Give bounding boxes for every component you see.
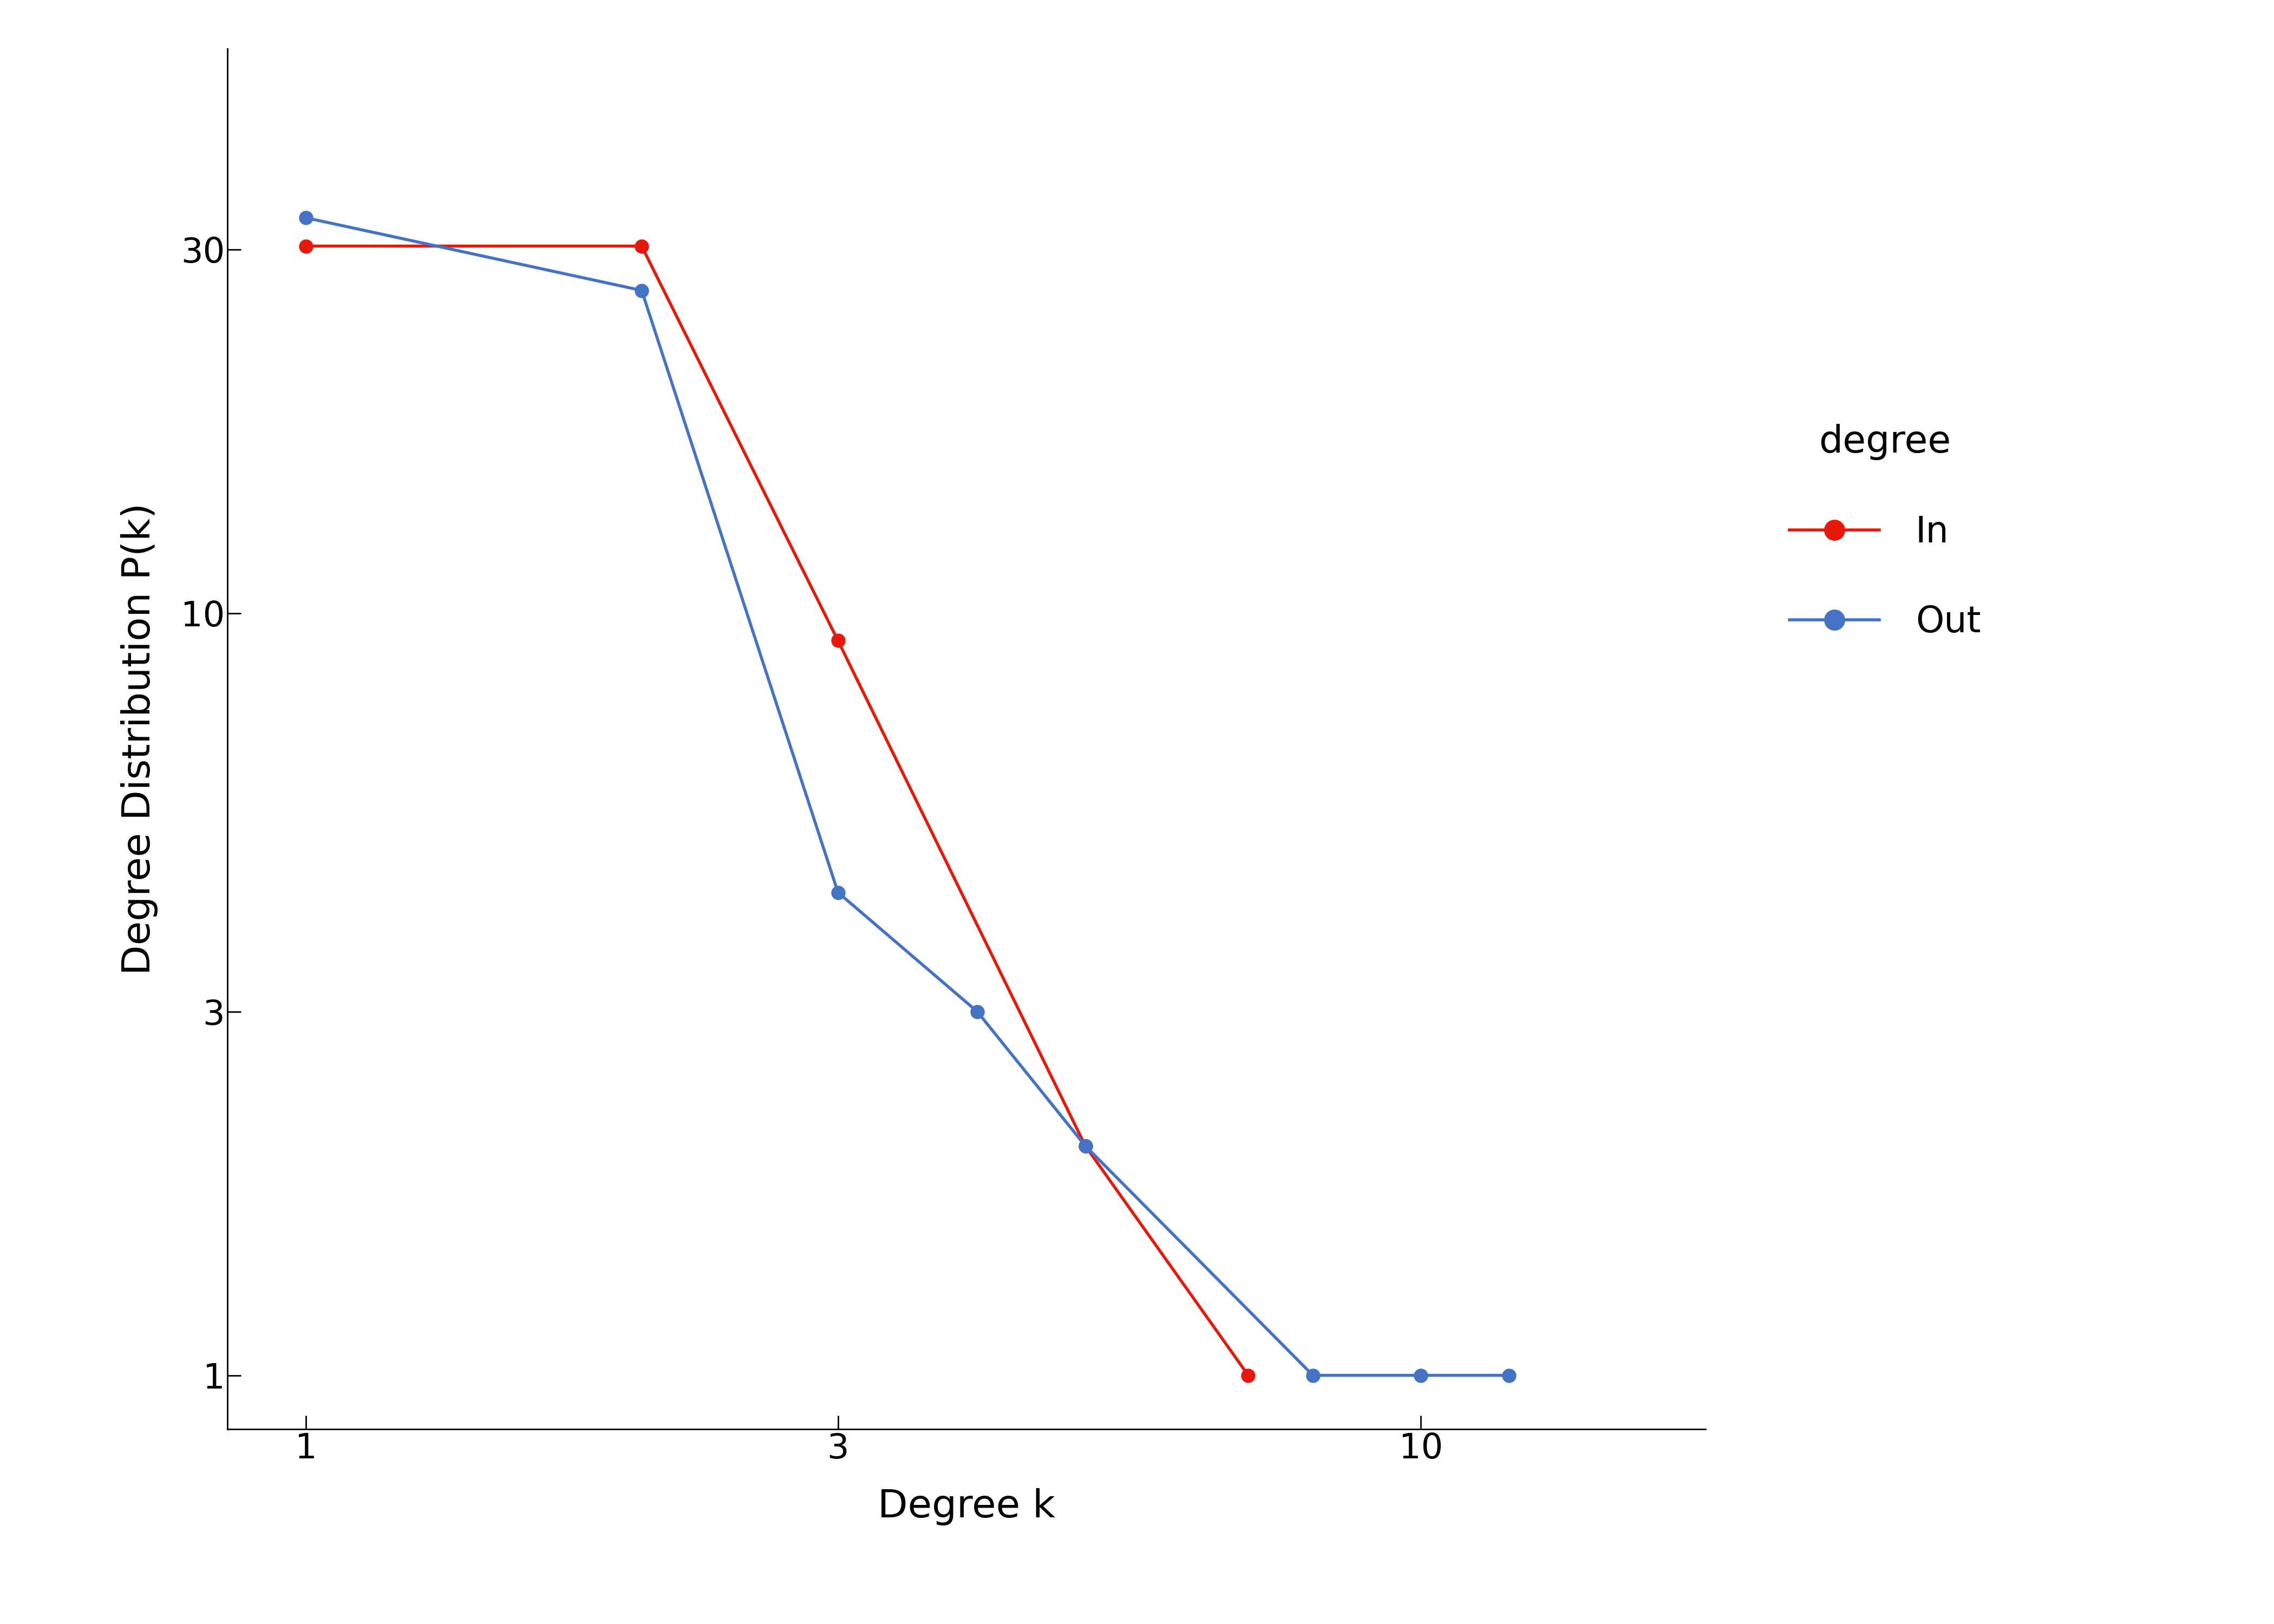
X-axis label: Degree k: Degree k <box>878 1488 1055 1525</box>
In <box>1235 1366 1262 1385</box>
Legend: In, Out: In, Out <box>1753 388 2017 676</box>
Out <box>1496 1366 1524 1385</box>
Out <box>1298 1366 1326 1385</box>
Out <box>628 281 655 300</box>
Out <box>1071 1137 1098 1156</box>
In <box>1071 1137 1098 1156</box>
Out <box>964 1002 991 1021</box>
In <box>825 630 853 650</box>
Out <box>825 883 853 903</box>
Line: Out: Out <box>300 211 1517 1382</box>
In <box>628 237 655 257</box>
Line: In: In <box>300 239 1255 1382</box>
In <box>293 237 321 257</box>
Y-axis label: Degree Distribution P(k): Degree Distribution P(k) <box>121 503 159 974</box>
Out <box>293 208 321 227</box>
Out <box>1408 1366 1435 1385</box>
